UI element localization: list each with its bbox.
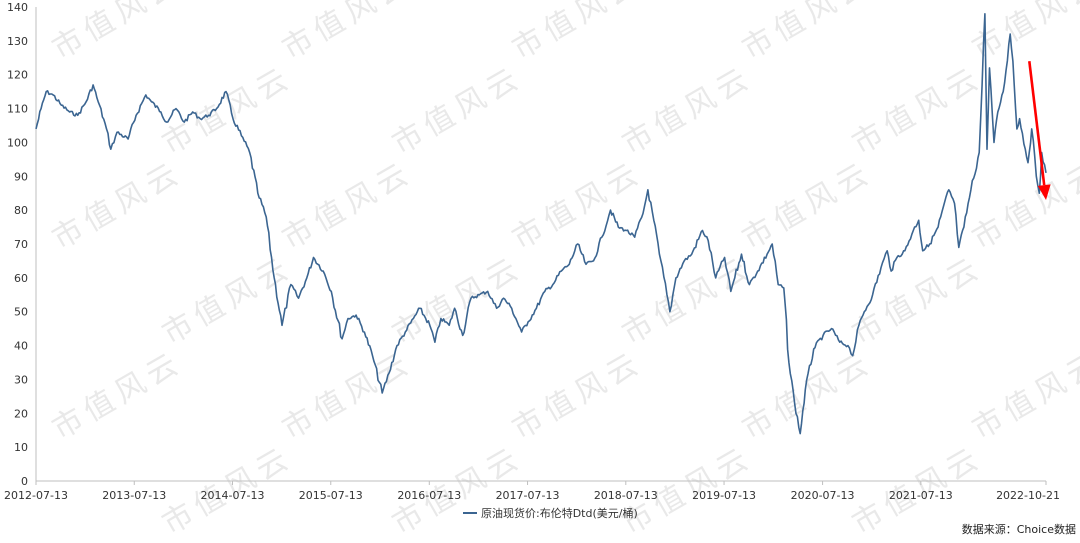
x-tick-label: 2013-07-13 [102,489,166,502]
y-tick-label: 120 [7,69,28,82]
trend-arrow-head [1037,184,1051,200]
y-tick-label: 20 [14,407,28,420]
x-axis: 2012-07-13 2013-07-13 2014-07-13 2015-07-13… [4,480,1060,502]
watermark-text: 市值风云 [617,250,759,352]
watermark-text: 市值风云 [737,0,879,67]
y-tick-label: 70 [14,238,28,251]
x-tick-label: 2016-07-13 [397,489,461,502]
watermark-text: 市值风云 [737,155,879,257]
watermark-text: 市值风云 [277,155,419,257]
y-tick-label: 30 [14,373,28,386]
watermark-text: 市值风云 [1077,60,1080,162]
x-tick-label: 2012-07-13 [4,489,68,502]
y-tick-label: 40 [14,340,28,353]
y-tick-label: 140 [7,1,28,14]
watermark-text: 市值风云 [737,345,879,447]
watermark-text: 市值风云 [507,0,649,67]
y-tick-label: 110 [7,103,28,116]
watermark-text: 市值风云 [1077,250,1080,352]
trend-arrow-shaft [1028,61,1046,186]
watermark-text: 市值风云 [847,60,989,162]
x-tick-label: 2020-07-13 [791,489,855,502]
y-tick-label: 60 [14,272,28,285]
watermark-text: 市值风云 [617,60,759,162]
watermark-text: 市值风云 [387,250,529,352]
watermark-text: 市值风云 [507,155,649,257]
watermark-text: 市值风云 [967,345,1080,447]
series-layer [35,13,1047,435]
x-tick-label: 2021-07-13 [889,489,953,502]
y-tick-label: 10 [14,441,28,454]
legend-label: 原油现货价:布伦特Dtd(美元/桶) [481,506,638,520]
watermark-text: 市值风云 [967,155,1080,257]
y-axis: 0 10 20 30 40 50 60 70 80 90 100 110 120 130 140 [7,1,37,488]
x-tick-label: 2022-10-21 [996,489,1060,502]
legend: 原油现货价:布伦特Dtd(美元/桶) [463,506,638,520]
watermark-text: 市值风云 [47,345,189,447]
source-note: 数据来源：Choice数据 [962,522,1076,536]
x-tick-label: 2015-07-13 [299,489,363,502]
y-tick-label: 80 [14,204,28,217]
watermark-text: 市值风云 [47,0,189,67]
watermark-text: 市值风云 [847,250,989,352]
watermark-text: 市值风云 [47,155,189,257]
y-tick-label: 0 [21,475,28,488]
annotation-layer [1028,61,1051,200]
x-tick-label: 2018-07-13 [594,489,658,502]
watermark-text: 市值风云 [507,345,649,447]
series-line [35,13,1047,435]
x-tick-label: 2019-07-13 [692,489,756,502]
y-tick-label: 50 [14,306,28,319]
y-tick-label: 90 [14,170,28,183]
watermark-text: 市值风云 [277,0,419,67]
watermark-text: 市值风云 [1077,440,1080,542]
y-tick-label: 130 [7,35,28,48]
watermark-text: 市值风云 [387,60,529,162]
watermark-text: 市值风云 [277,345,419,447]
y-tick-label: 100 [7,136,28,149]
x-tick-label: 2014-07-13 [201,489,265,502]
x-tick-label: 2017-07-13 [496,489,560,502]
